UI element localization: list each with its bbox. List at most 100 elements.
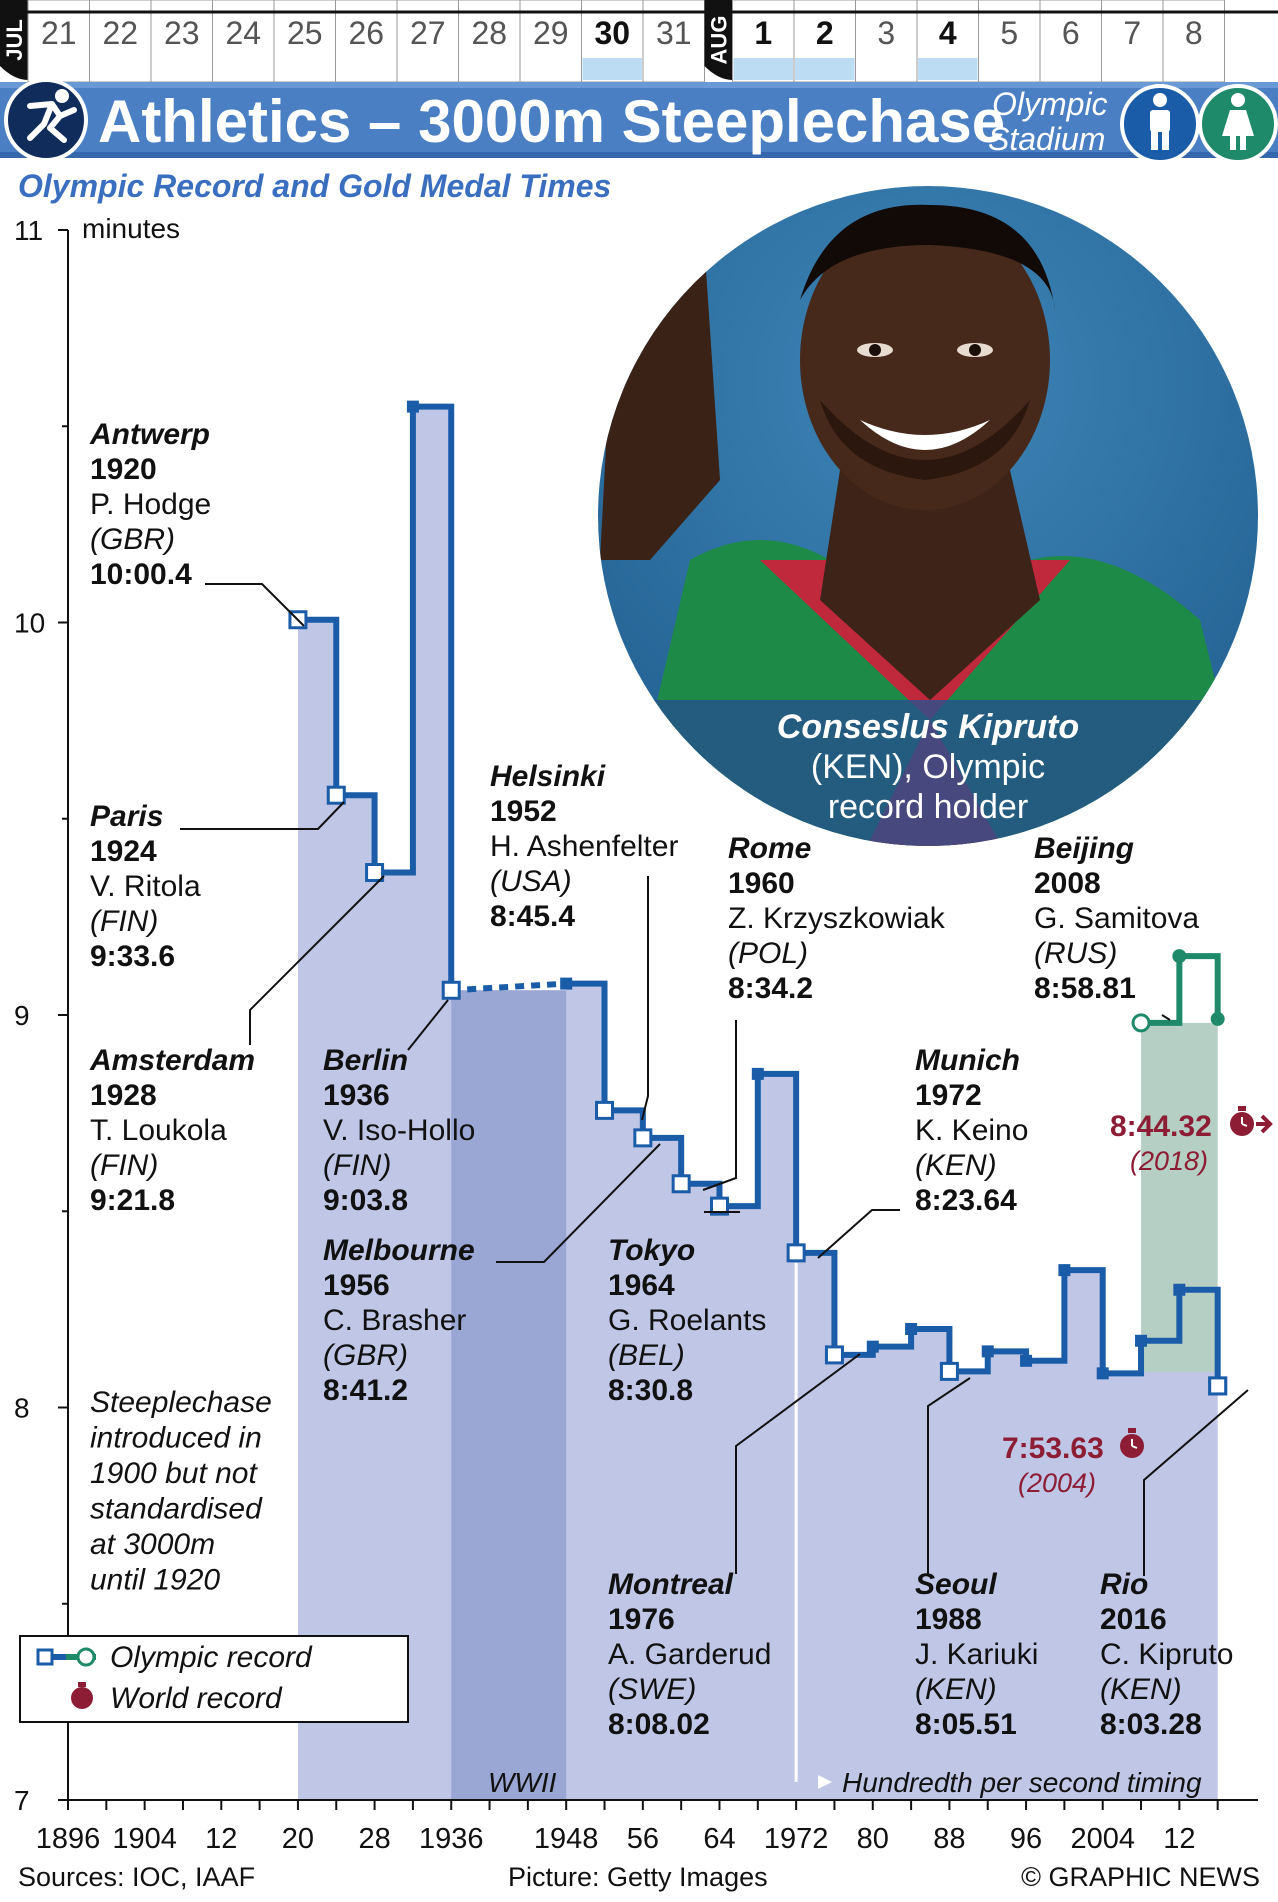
leader-line xyxy=(641,876,649,1121)
annotation-country: (POL) xyxy=(728,937,808,970)
calendar-day-number: 26 xyxy=(348,15,384,51)
gold-medal-point-men-1948 xyxy=(560,977,573,990)
x-tick-label-1936: 1936 xyxy=(419,1823,484,1855)
stopwatch-icon xyxy=(1230,1106,1273,1136)
annotation-athlete: V. Ritola xyxy=(90,870,201,903)
gold-medal-point-men-1968 xyxy=(751,1067,764,1080)
calendar-day-number: 5 xyxy=(1000,15,1018,51)
calendar-day-aug-2: 2 xyxy=(793,0,856,83)
legend: Olympic record World record xyxy=(19,1635,409,1723)
olympic-record-point-men-2016 xyxy=(1208,1376,1228,1396)
x-tick-label-88: 88 xyxy=(933,1823,965,1855)
olympic-record-point-men-1988 xyxy=(939,1361,959,1381)
x-tick-label-96: 96 xyxy=(1010,1823,1042,1855)
annotation-year: 1952 xyxy=(490,795,557,828)
annotation-time: 8:34.2 xyxy=(728,972,813,1005)
calendar-strip: JUL 21 22 23 24 25 26 27 28 29 30 31 AUG 1 2 3 4 5 6 7 8 xyxy=(0,0,1278,83)
annotation-country: (RUS) xyxy=(1034,937,1117,970)
female-icon xyxy=(1198,84,1278,164)
photo-caption-name: Conseslus Kipruto xyxy=(777,708,1079,746)
gold-medal-point-men-1984 xyxy=(905,1323,918,1335)
calendar-day-number: 8 xyxy=(1185,15,1203,51)
annotation-year: 1924 xyxy=(90,835,157,868)
calendar-day-aug-4: 4 xyxy=(916,0,979,83)
leader-line xyxy=(407,999,449,1051)
calendar-day-aug-8: 8 xyxy=(1162,0,1225,83)
annotation-time: 10:00.4 xyxy=(90,558,192,591)
leader-line xyxy=(249,875,385,1045)
timing-label: Hundredth per second timing xyxy=(818,1767,1202,1798)
leader-line xyxy=(702,1020,737,1191)
leader-line xyxy=(735,1353,861,1574)
annotation-city: Melbourne xyxy=(323,1234,475,1267)
annotation-city: Helsinki xyxy=(490,760,606,793)
gold-medal-point-men-1992 xyxy=(981,1345,994,1358)
world-record-men-time: 7:53.63 xyxy=(1002,1432,1104,1465)
legend-stopwatch-icon xyxy=(71,1682,93,1709)
annotation-time: 8:41.2 xyxy=(323,1374,408,1407)
olympic-record-point-men-1956 xyxy=(633,1128,653,1148)
venue-line-2: Stadium xyxy=(988,121,1105,157)
annotation-time: 9:21.8 xyxy=(90,1184,175,1217)
olympic-record-point-men-1924 xyxy=(326,785,346,805)
annotation-country: (FIN) xyxy=(90,1149,158,1182)
chart-shaded-areas xyxy=(297,406,1218,1800)
olympic-record-point-men-1928 xyxy=(365,863,385,883)
male-icon xyxy=(1120,84,1200,164)
annotation-athlete: T. Loukola xyxy=(90,1114,227,1147)
chart-area: 7 8 9 10 11 minutes 1896 1904 12 20 28 1936 1948 56 64… xyxy=(14,213,1258,1855)
annotation-year: 1920 xyxy=(90,453,157,486)
calendar-day-number: 25 xyxy=(287,15,323,51)
olympic-record-point-women-2008 xyxy=(1131,1013,1151,1033)
x-tick-label-64: 64 xyxy=(703,1823,735,1855)
chart-axes: 7 8 9 10 11 minutes 1896 1904 12 20 28 1936 1948 56 64… xyxy=(14,213,1258,1855)
annotation-country: (USA) xyxy=(490,865,572,898)
x-tick-label-1948: 1948 xyxy=(534,1823,599,1855)
annotation-city: Tokyo xyxy=(608,1234,695,1267)
y-tick-label-10: 10 xyxy=(14,608,45,639)
annotation-time: 8:30.8 xyxy=(608,1374,693,1407)
photo-caption-line-3: record holder xyxy=(828,788,1028,826)
footer-picture-credit: Picture: Getty Images xyxy=(508,1862,768,1892)
annotation-city: Beijing xyxy=(1034,832,1134,865)
annotation-country: (SWE) xyxy=(608,1673,696,1706)
x-tick-label-1972: 1972 xyxy=(764,1823,829,1855)
annotation-athlete: H. Ashenfelter xyxy=(490,830,678,863)
world-record-women: 8:44.32 (2018) xyxy=(1110,1106,1273,1176)
calendar-day-number: 31 xyxy=(656,15,692,51)
annotation-city: Paris xyxy=(90,800,163,833)
calendar-day-number: 22 xyxy=(102,15,138,51)
wwii-band xyxy=(451,990,567,1800)
calendar-day-jul-26: 26 xyxy=(335,0,398,83)
calendar-day-number: 29 xyxy=(533,15,569,51)
x-tick-label-2004: 2004 xyxy=(1070,1823,1135,1855)
annotation-year: 1936 xyxy=(323,1079,390,1112)
annotation-country: (FIN) xyxy=(90,905,158,938)
world-record-men: 7:53.63 (2004) xyxy=(1002,1428,1144,1498)
annotation-year: 1960 xyxy=(728,867,795,900)
note-line-2: introduced in xyxy=(90,1422,262,1455)
annotation-time: 8:23.64 xyxy=(915,1184,1017,1217)
note-line-1: Steeplechase xyxy=(90,1386,272,1419)
calendar-day-number: 24 xyxy=(225,15,261,51)
annotation-country: (FIN) xyxy=(323,1149,391,1182)
annotation-city: Amsterdam xyxy=(89,1044,255,1077)
y-tick-label-7: 7 xyxy=(14,1785,30,1816)
leader-line xyxy=(817,1209,900,1259)
olympic-record-point-men-1952 xyxy=(595,1100,615,1120)
world-record-women-year: (2018) xyxy=(1130,1146,1208,1176)
y-axis-unit-label: minutes xyxy=(82,213,180,244)
header-banner: Athletics – 3000m Steeplechase Olympic S… xyxy=(0,78,1278,164)
annotation-time: 8:58.81 xyxy=(1034,972,1136,1005)
annotation-year: 1972 xyxy=(915,1079,982,1112)
y-tick-label-9: 9 xyxy=(14,1000,30,1031)
leader-line xyxy=(496,1143,661,1263)
calendar-day-jul-23: 23 xyxy=(150,0,213,83)
